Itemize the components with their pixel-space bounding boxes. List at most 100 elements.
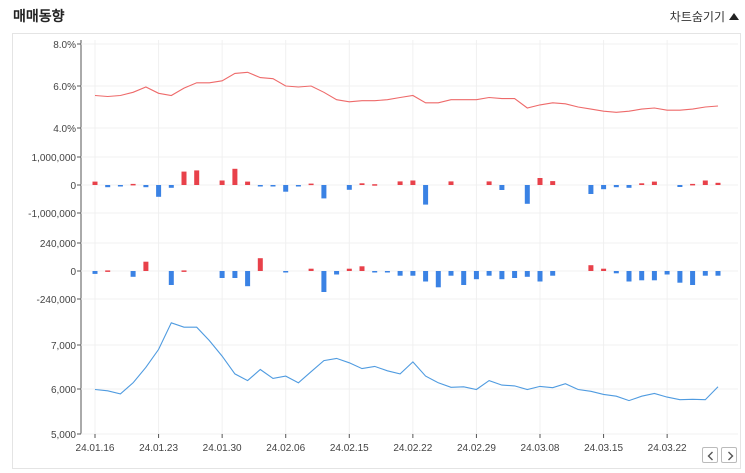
volume-2-bar: [601, 268, 607, 271]
volume-1-bar: [346, 185, 352, 190]
x-tick-label: 24.01.23: [139, 443, 178, 454]
volume-2-bar: [321, 271, 327, 292]
volume-1-bar: [537, 178, 543, 185]
volume-2-bar: [130, 271, 136, 277]
y-tick-label: 0: [70, 267, 76, 278]
y-tick-label: 4.0%: [53, 124, 76, 135]
volume-2-bar: [232, 271, 238, 278]
volume-2-bar: [143, 261, 149, 271]
volume-2-bar: [410, 271, 416, 276]
x-tick-label: 24.03.22: [648, 443, 687, 454]
next-page-button[interactable]: [721, 447, 737, 463]
volume-1-bar: [486, 181, 492, 185]
volume-1-bar: [702, 180, 708, 185]
volume-1-bar: [524, 185, 530, 204]
section-title: 매매동향: [13, 8, 65, 24]
volume-2-bar: [677, 271, 683, 283]
volume-2-bar: [664, 271, 670, 275]
volume-2-bar: [690, 271, 696, 285]
volume-1-bar: [613, 185, 619, 188]
volume-1-bar: [372, 184, 378, 186]
volume-2-bar: [334, 271, 340, 275]
x-tick-label: 24.02.15: [330, 443, 369, 454]
section-header: 매매동향 차트숨기기: [0, 0, 745, 30]
volume-1-bar: [601, 185, 607, 190]
volume-1-bar: [245, 181, 251, 185]
ratio-line: [94, 71, 719, 113]
volume-2-bar: [448, 271, 454, 276]
hide-chart-button[interactable]: 차트숨기기: [670, 8, 739, 25]
volume-1-bar: [499, 185, 505, 190]
x-tick-label: 24.01.16: [76, 443, 115, 454]
volume-1-bar: [92, 181, 98, 185]
volume-2-bar: [283, 271, 289, 273]
volume-2-bar: [651, 271, 657, 281]
volume-1-bar: [168, 185, 174, 188]
volume-2-bar: [473, 271, 479, 280]
x-tick-label: 24.03.15: [584, 443, 623, 454]
y-tick-label: -240,000: [37, 295, 77, 306]
volume-2-bar: [372, 271, 378, 273]
volume-2-bar: [461, 271, 467, 285]
volume-2-bar: [181, 270, 187, 272]
volume-1-bar: [295, 185, 301, 187]
volume-2-bar: [257, 258, 263, 271]
y-tick-label: 6.0%: [53, 82, 76, 93]
volume-2-bar: [715, 271, 721, 276]
y-tick-label: -1,000,000: [28, 209, 76, 220]
y-tick-label: 8.0%: [53, 40, 76, 51]
volume-1-bar: [651, 181, 657, 185]
volume-1-bar: [321, 185, 327, 199]
volume-2-bar: [105, 270, 111, 272]
hide-chart-label: 차트숨기기: [669, 10, 725, 24]
volume-2-bar: [245, 271, 251, 287]
volume-2-bar: [512, 271, 518, 278]
y-tick-label: 1,000,000: [32, 153, 77, 164]
volume-1-bar: [550, 181, 556, 185]
volume-2-bar: [702, 271, 708, 276]
x-tick-label: 24.01.30: [203, 443, 242, 454]
volume-2-bar: [359, 266, 365, 271]
volume-1-bar: [626, 185, 632, 188]
x-tick-label: 24.02.06: [266, 443, 305, 454]
volume-1-bar: [130, 183, 136, 186]
volume-1-bar: [283, 185, 289, 192]
volume-1-bar: [397, 181, 403, 185]
prev-page-button[interactable]: [702, 447, 718, 463]
volume-1-bar: [677, 185, 683, 187]
volume-2-bar: [639, 271, 645, 281]
volume-2-bar: [219, 271, 225, 278]
volume-2-bar: [346, 268, 352, 271]
y-tick-label: 6,000: [51, 385, 76, 396]
trading-trend-chart: [12, 33, 741, 469]
volume-1-bar: [359, 183, 365, 185]
x-tick-label: 24.03.08: [521, 443, 560, 454]
volume-1-bar: [448, 181, 454, 185]
chevron-left-icon: [707, 451, 713, 461]
volume-1-bar: [715, 182, 721, 185]
volume-1-bar: [690, 183, 696, 186]
volume-1-bar: [308, 183, 314, 186]
volume-1-bar: [156, 185, 162, 197]
y-tick-label: 0: [70, 181, 76, 192]
volume-2-bar: [588, 265, 594, 271]
volume-2-bar: [308, 268, 314, 271]
x-tick-label: 24.02.29: [457, 443, 496, 454]
volume-1-bar: [423, 185, 429, 205]
volume-2-bar: [92, 271, 98, 274]
y-tick-label: 240,000: [40, 239, 77, 250]
volume-2-bar: [435, 271, 441, 288]
volume-2-bar: [486, 271, 492, 276]
volume-2-bar: [423, 271, 429, 282]
volume-1-bar: [194, 170, 200, 185]
volume-2-bar: [626, 271, 632, 282]
volume-1-bar: [639, 183, 645, 185]
volume-1-bar: [257, 185, 263, 187]
y-tick-label: 5,000: [51, 430, 76, 441]
price-line: [94, 322, 719, 402]
volume-2-bar: [550, 271, 556, 276]
chevron-right-icon: [728, 451, 734, 461]
volume-2-bar: [168, 271, 174, 285]
volume-1-bar: [232, 168, 238, 185]
